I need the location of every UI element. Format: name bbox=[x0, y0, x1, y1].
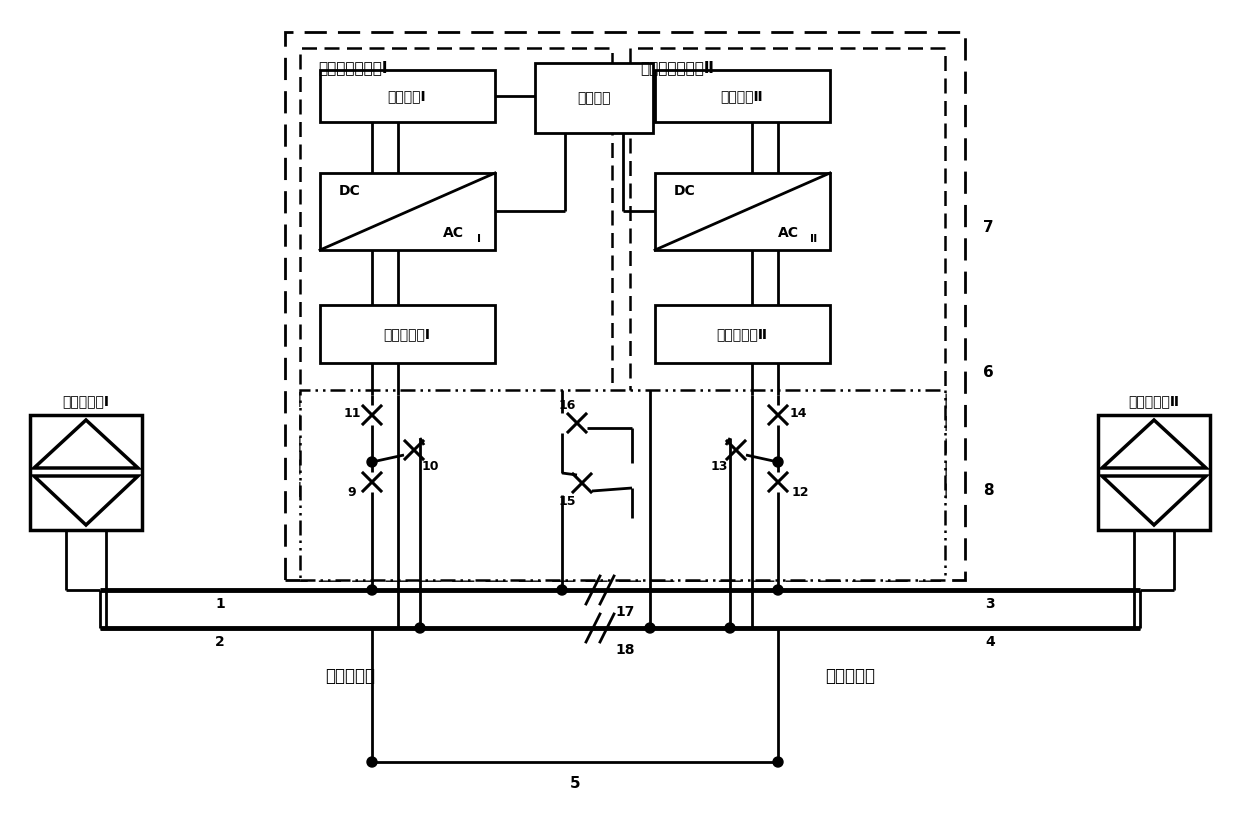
Text: 牵引变电所Ⅰ: 牵引变电所Ⅰ bbox=[62, 394, 109, 408]
Text: 18: 18 bbox=[615, 643, 635, 657]
Text: 11: 11 bbox=[343, 406, 361, 419]
Circle shape bbox=[367, 457, 377, 467]
Circle shape bbox=[725, 623, 735, 633]
Text: 12: 12 bbox=[791, 485, 808, 499]
Bar bbox=[630, 48, 945, 498]
Text: 匹配变压器Ⅰ: 匹配变压器Ⅰ bbox=[383, 327, 430, 341]
Circle shape bbox=[367, 585, 377, 595]
Text: 左供电分区: 左供电分区 bbox=[325, 667, 374, 685]
Text: 14: 14 bbox=[789, 406, 807, 419]
Text: 6: 6 bbox=[983, 364, 993, 380]
Text: DC: DC bbox=[675, 184, 696, 198]
Text: 1: 1 bbox=[215, 597, 224, 611]
Text: 5: 5 bbox=[569, 776, 580, 792]
Text: 4: 4 bbox=[985, 635, 994, 649]
Circle shape bbox=[773, 457, 782, 467]
Text: 15: 15 bbox=[558, 494, 575, 508]
Text: 储能装置: 储能装置 bbox=[578, 91, 611, 105]
Text: 10: 10 bbox=[422, 460, 439, 472]
Text: 右供电分区: 右供电分区 bbox=[825, 667, 875, 685]
Bar bbox=[655, 305, 830, 363]
Text: 13: 13 bbox=[711, 460, 728, 472]
Text: 3: 3 bbox=[986, 597, 994, 611]
Text: AC: AC bbox=[443, 226, 464, 240]
Text: 匹配变压器Ⅱ: 匹配变压器Ⅱ bbox=[717, 327, 768, 341]
Bar bbox=[534, 63, 653, 133]
Text: DC: DC bbox=[339, 184, 361, 198]
Text: 16: 16 bbox=[558, 399, 575, 411]
Circle shape bbox=[557, 585, 567, 595]
Circle shape bbox=[367, 757, 377, 767]
Circle shape bbox=[773, 757, 782, 767]
Bar bbox=[320, 173, 495, 250]
Circle shape bbox=[415, 623, 425, 633]
Text: 牵引变电所Ⅱ: 牵引变电所Ⅱ bbox=[1128, 394, 1179, 408]
Text: 9: 9 bbox=[347, 485, 356, 499]
Text: 8: 8 bbox=[983, 483, 993, 498]
Text: Ⅰ: Ⅰ bbox=[477, 234, 481, 244]
Circle shape bbox=[645, 623, 655, 633]
Text: Ⅱ: Ⅱ bbox=[811, 234, 817, 244]
Bar bbox=[320, 70, 495, 122]
Bar bbox=[300, 390, 945, 580]
Text: 光伏发电子系统Ⅰ: 光伏发电子系统Ⅰ bbox=[317, 60, 387, 76]
Text: AC: AC bbox=[777, 226, 799, 240]
Bar bbox=[285, 32, 965, 580]
Text: 2: 2 bbox=[215, 635, 224, 649]
Text: 光伏发电子系统Ⅱ: 光伏发电子系统Ⅱ bbox=[640, 60, 714, 76]
Circle shape bbox=[773, 585, 782, 595]
Text: 光伏组件Ⅰ: 光伏组件Ⅰ bbox=[388, 89, 427, 103]
Bar bbox=[30, 415, 143, 530]
Text: 光伏组件Ⅱ: 光伏组件Ⅱ bbox=[720, 89, 764, 103]
Bar bbox=[655, 173, 830, 250]
Bar bbox=[320, 305, 495, 363]
Text: 17: 17 bbox=[615, 605, 635, 619]
Bar bbox=[655, 70, 830, 122]
Bar bbox=[300, 48, 613, 498]
Text: 7: 7 bbox=[983, 219, 993, 235]
Bar bbox=[1097, 415, 1210, 530]
